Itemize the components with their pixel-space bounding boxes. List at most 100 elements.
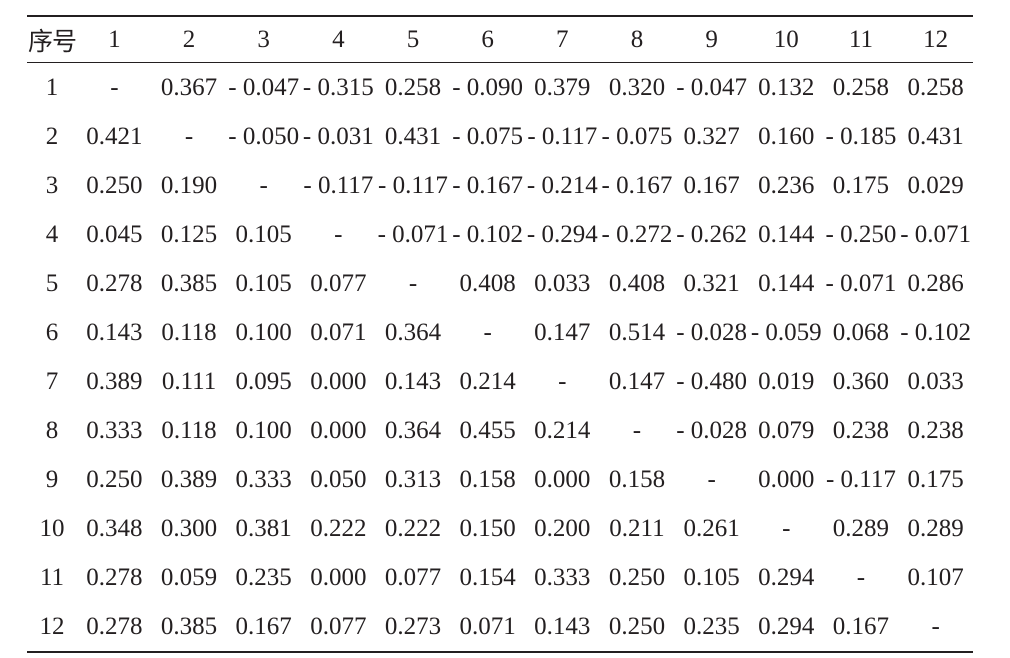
table-cell: 0.019 xyxy=(758,367,815,395)
table-cell: - 0.050 xyxy=(228,122,300,150)
table-cell: 0.167 xyxy=(235,612,292,640)
table-cell: 0.100 xyxy=(235,318,292,346)
table-cell: - 0.167 xyxy=(452,171,524,199)
row-index-cell: 1 xyxy=(45,73,59,101)
table-cell: 0.111 xyxy=(161,367,217,395)
header-cell-index: 序号 xyxy=(28,28,77,56)
table-cell: 0.214 xyxy=(534,416,591,444)
table-cell: - 0.059 xyxy=(750,318,822,346)
table-cell: 0.095 xyxy=(235,367,292,395)
table-cell: 0.250 xyxy=(608,563,666,591)
table-row: 7 0.389 0.111 0.095 0.000 0.143 0.214 - 0.147 - 0… xyxy=(27,357,973,406)
table-cell: 0.300 xyxy=(160,514,218,542)
table-cell: 0.360 xyxy=(832,367,890,395)
table-cell: 0.431 xyxy=(907,122,964,150)
table-cell: 0.381 xyxy=(235,514,292,542)
header-cell-col-3: 3 xyxy=(257,25,270,53)
table-cell: 0.154 xyxy=(459,563,516,591)
table-cell: 0.289 xyxy=(907,514,964,542)
table-cell: - 0.480 xyxy=(676,367,748,395)
table-cell: 0.327 xyxy=(683,122,740,150)
table-cell: - 0.071 xyxy=(900,220,972,248)
table-cell: 0.364 xyxy=(384,318,442,346)
table-body: 1-0.367- 0.047- 0.315 0.258- 0.090 0.379 0.… xyxy=(27,63,973,652)
table-cell: 0.408 xyxy=(608,269,666,297)
table-cell: - 0.272 xyxy=(601,220,673,248)
table-cell: - 0.117 xyxy=(303,171,374,199)
row-index-cell: 9 xyxy=(45,465,59,493)
table-cell: 0.150 xyxy=(459,514,516,542)
table-cell: 0.258 xyxy=(907,73,964,101)
table-cell: - 0.075 xyxy=(601,122,673,150)
table-cell: - 0.071 xyxy=(825,269,897,297)
table-cell: - xyxy=(408,269,418,297)
table-row: 8 0.333 0.118 0.100 0.000 0.364 0.455 0.214 - - 0… xyxy=(27,406,973,455)
table-cell: 0.289 xyxy=(832,514,890,542)
table-cell: 0.118 xyxy=(161,318,217,346)
header-cell-col-11: 11 xyxy=(848,25,873,53)
header-cell-col-8: 8 xyxy=(630,25,644,53)
header-cell-col-10: 10 xyxy=(773,25,799,53)
header-cell-col-6: 6 xyxy=(481,25,494,53)
table-cell: - 0.102 xyxy=(900,318,972,346)
table-cell: 0.132 xyxy=(758,73,815,101)
table-cell: 0.071 xyxy=(310,318,367,346)
header-cell-col-5: 5 xyxy=(406,25,420,53)
table-cell: 0.421 xyxy=(86,122,143,150)
table-cell: 0.236 xyxy=(758,171,815,199)
table-cell: 0.000 xyxy=(310,416,367,444)
table-cell: 0.250 xyxy=(608,612,666,640)
table-cell: 0.000 xyxy=(534,465,591,493)
table-row: 4 0.045 0.125 0.105- - 0.071- 0.102- 0.294- … xyxy=(27,210,973,259)
table-row: 3 0.250 0.190- - 0.117- 0.117- 0.167- 0.214… xyxy=(27,161,973,210)
table-cell: 0.385 xyxy=(160,612,218,640)
table-cell: 0.367 xyxy=(160,73,218,101)
row-index-cell: 7 xyxy=(45,367,59,395)
table-cell: - 0.075 xyxy=(452,122,524,150)
header-cell-col-4: 4 xyxy=(332,25,345,53)
table-cell: 0.033 xyxy=(907,367,964,395)
table-cell: 0.321 xyxy=(683,269,740,297)
table-cell: - xyxy=(632,416,642,444)
table-cell: 0.143 xyxy=(384,367,442,395)
table-cell: - 0.250 xyxy=(825,220,897,248)
table-cell: 0.143 xyxy=(534,612,591,640)
table-cell: 0.313 xyxy=(384,465,442,493)
table-cell: 0.167 xyxy=(683,171,740,199)
table-row: 10 0.348 0.300 0.381 0.222 0.222 0.150 0.200 0.2… xyxy=(27,504,973,553)
table-cell: - 0.090 xyxy=(452,73,524,101)
table-cell: 0.273 xyxy=(384,612,442,640)
table-cell: 0.431 xyxy=(384,122,442,150)
table-cell: - xyxy=(931,612,940,640)
table-cell: 0.079 xyxy=(758,416,815,444)
row-index-cell: 11 xyxy=(39,563,65,591)
table-cell: 0.222 xyxy=(384,514,442,542)
table-cell: 0.514 xyxy=(608,318,666,346)
table-cell: 0.278 xyxy=(86,563,143,591)
table-cell: - 0.047 xyxy=(228,73,300,101)
table-cell: 0.278 xyxy=(86,269,143,297)
row-index-cell: 8 xyxy=(45,416,59,444)
table-cell: 0.333 xyxy=(235,465,292,493)
table-cell: - 0.102 xyxy=(452,220,524,248)
table-cell: 0.077 xyxy=(310,269,367,297)
table-cell: - 0.185 xyxy=(825,122,897,150)
table-cell: - xyxy=(259,171,268,199)
table-cell: - 0.117 xyxy=(825,465,896,493)
table-cell: - xyxy=(483,318,492,346)
table-cell: 0.105 xyxy=(235,269,292,297)
header-cell-col-7: 7 xyxy=(556,25,569,53)
table-cell: - xyxy=(856,563,866,591)
row-index-cell: 3 xyxy=(45,171,59,199)
table-cell: 0.286 xyxy=(907,269,964,297)
table-cell: - 0.028 xyxy=(676,416,748,444)
table-cell: 0.408 xyxy=(459,269,516,297)
table-cell: - 0.167 xyxy=(601,171,673,199)
table-cell: - xyxy=(782,514,791,542)
table-row: 5 0.278 0.385 0.105 0.077 - 0.408 0.033 0.408 0.3… xyxy=(27,259,973,308)
table-cell: 0.144 xyxy=(758,269,815,297)
row-index-cell: 10 xyxy=(39,514,65,542)
table-cell: 0.077 xyxy=(384,563,442,591)
table-cell: 0.211 xyxy=(609,514,665,542)
row-index-cell: 2 xyxy=(45,122,59,150)
